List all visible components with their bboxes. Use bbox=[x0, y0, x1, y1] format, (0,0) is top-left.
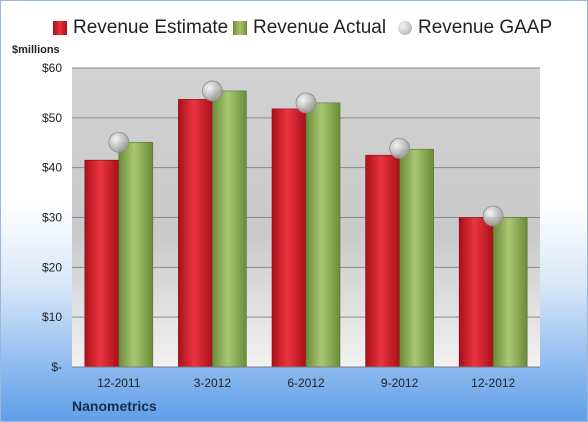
legend-label-actual: Revenue Actual bbox=[253, 17, 387, 38]
bar-revenue-estimate bbox=[178, 99, 213, 368]
bar-revenue-estimate bbox=[84, 159, 120, 368]
x-tick-label: 3-2012 bbox=[194, 376, 232, 390]
legend-swatch-actual bbox=[233, 21, 247, 35]
legend: Revenue Estimate Revenue Actual Revenue … bbox=[0, 14, 588, 42]
marker-revenue-gaap bbox=[482, 205, 504, 227]
legend-label-gaap: Revenue GAAP bbox=[418, 17, 553, 38]
marker-revenue-gaap bbox=[201, 80, 223, 102]
marker-revenue-gaap bbox=[295, 92, 317, 114]
legend-label-estimate: Revenue Estimate bbox=[73, 17, 229, 38]
bar-revenue-actual bbox=[118, 141, 154, 368]
bar-revenue-estimate bbox=[365, 154, 400, 368]
y-tick-label: $40 bbox=[42, 161, 62, 175]
y-tick-label: $- bbox=[51, 360, 62, 374]
bar-revenue-estimate bbox=[271, 108, 307, 368]
legend-item-estimate: Revenue Estimate bbox=[53, 14, 228, 42]
y-tick-label: $30 bbox=[42, 211, 62, 225]
y-tick-label: $20 bbox=[42, 260, 62, 274]
company-label: Nanometrics bbox=[72, 398, 157, 414]
y-tick-label: $60 bbox=[42, 61, 62, 75]
legend-swatch-gaap bbox=[398, 21, 412, 35]
y-tick-label: $10 bbox=[42, 310, 62, 324]
bar-revenue-actual bbox=[399, 148, 434, 368]
y-unit-label: $millions bbox=[12, 44, 60, 56]
marker-revenue-gaap bbox=[389, 137, 411, 159]
x-tick-label: 12-2011 bbox=[97, 376, 140, 390]
bar-revenue-actual bbox=[305, 102, 341, 368]
marker-revenue-gaap bbox=[108, 131, 130, 153]
bar-revenue-actual bbox=[492, 217, 528, 368]
legend-swatch-estimate bbox=[53, 21, 67, 35]
bar-revenue-estimate bbox=[458, 217, 494, 368]
x-tick-label: 6-2012 bbox=[287, 376, 325, 390]
x-tick-label: 9-2012 bbox=[381, 376, 419, 390]
legend-item-gaap: Revenue GAAP bbox=[398, 14, 552, 42]
y-tick-label: $50 bbox=[42, 111, 62, 125]
x-tick-label: 12-2012 bbox=[471, 376, 515, 390]
bar-revenue-actual bbox=[212, 90, 247, 368]
legend-item-actual: Revenue Actual bbox=[233, 14, 386, 42]
